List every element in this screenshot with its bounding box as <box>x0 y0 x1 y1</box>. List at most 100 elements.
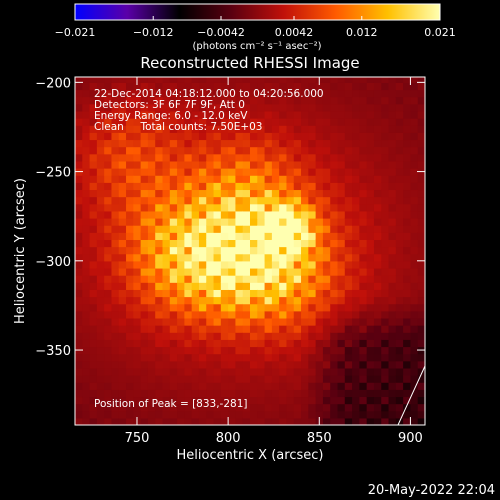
heatmap-cell <box>403 89 412 98</box>
heatmap-cell <box>89 367 98 376</box>
heatmap-cell <box>257 210 266 219</box>
heatmap-cell <box>322 339 331 348</box>
heatmap-cell <box>126 239 134 248</box>
heatmap-cell <box>271 217 280 226</box>
heatmap-cell <box>381 310 390 319</box>
heatmap-cell <box>96 103 105 112</box>
heatmap-cell <box>155 317 164 326</box>
heatmap-cell <box>89 203 98 212</box>
heatmap-cell <box>271 203 280 212</box>
heatmap-cell <box>366 282 375 290</box>
heatmap-cell <box>257 396 266 405</box>
heatmap-cell <box>184 225 193 233</box>
heatmap-cell <box>381 203 390 212</box>
heatmap-cell <box>403 260 412 269</box>
heatmap-cell <box>169 303 178 312</box>
heatmap-cell <box>264 239 273 248</box>
heatmap-cell <box>126 232 134 240</box>
heatmap-cell <box>286 146 295 155</box>
heatmap-cell <box>395 239 404 248</box>
heatmap-cell <box>301 82 309 91</box>
heatmap-cell <box>359 182 368 191</box>
heatmap-cell <box>359 196 368 205</box>
heatmap-cell <box>177 168 185 176</box>
heatmap-cell <box>118 225 127 233</box>
heatmap-cell <box>403 103 412 112</box>
heatmap-cell <box>344 196 353 205</box>
heatmap-cell <box>264 325 273 333</box>
heatmap-cell <box>373 132 382 141</box>
heatmap-cell <box>155 367 164 376</box>
heatmap-cell <box>250 382 258 390</box>
heatmap-cell <box>126 89 134 98</box>
heatmap-cell <box>264 246 273 255</box>
heatmap-cell <box>352 182 360 191</box>
heatmap-cell <box>89 253 98 262</box>
heatmap-cell <box>301 360 309 369</box>
heatmap-cell <box>198 146 207 155</box>
heatmap-cell <box>75 232 83 240</box>
heatmap-cell <box>177 160 185 169</box>
heatmap-cell <box>301 110 309 119</box>
heatmap-cell <box>75 367 83 376</box>
heatmap-cell <box>352 310 360 319</box>
heatmap-cell <box>315 132 324 141</box>
heatmap-cell <box>322 375 331 383</box>
heatmap-cell <box>133 296 142 305</box>
heatmap-cell <box>315 146 324 155</box>
heatmap-cell <box>191 239 200 248</box>
heatmap-cell <box>96 82 105 91</box>
heatmap-cell <box>111 82 120 91</box>
heatmap-cell <box>315 375 324 383</box>
heatmap-cell <box>155 118 164 126</box>
heatmap-cell <box>177 239 185 248</box>
heatmap-cell <box>191 417 200 425</box>
heatmap-cell <box>373 410 382 419</box>
heatmap-cell <box>308 96 317 105</box>
heatmap-cell <box>250 239 258 248</box>
heatmap-cell <box>111 182 120 191</box>
heatmap-cell <box>133 267 142 276</box>
heatmap-cell <box>75 153 83 162</box>
heatmap-cell <box>198 217 207 226</box>
heatmap-cell <box>330 289 339 298</box>
heatmap-cell <box>133 96 142 105</box>
heatmap-cell <box>169 325 178 333</box>
heatmap-cell <box>366 125 375 133</box>
heatmap-cell <box>220 260 229 269</box>
heatmap-cell <box>126 110 134 119</box>
heatmap-cell <box>286 232 295 240</box>
heatmap-cell <box>184 160 193 169</box>
heatmap-cell <box>82 260 91 269</box>
heatmap-cell <box>155 132 164 141</box>
heatmap-cell <box>220 367 229 376</box>
heatmap-cell <box>388 367 397 376</box>
heatmap-cell <box>213 210 222 219</box>
heatmap-cell <box>279 403 288 412</box>
heatmap-cell <box>264 410 273 419</box>
heatmap-cell <box>242 267 251 276</box>
heatmap-cell <box>111 410 120 419</box>
heatmap-cell <box>220 317 229 326</box>
heatmap-cell <box>206 267 215 276</box>
heatmap-cell <box>301 332 309 340</box>
heatmap-cell <box>388 267 397 276</box>
heatmap-cell <box>250 96 258 105</box>
heatmap-cell <box>235 332 244 340</box>
heatmap-cell <box>308 260 317 269</box>
heatmap-cell <box>235 139 244 148</box>
heatmap-cell <box>264 125 273 133</box>
heatmap-cell <box>184 332 193 340</box>
heatmap-cell <box>228 246 237 255</box>
heatmap-cell <box>184 403 193 412</box>
heatmap-cell <box>315 225 324 233</box>
heatmap-cell <box>352 289 360 298</box>
heatmap-cell <box>162 346 171 355</box>
heatmap-cell <box>96 310 105 319</box>
heatmap-cell <box>82 367 91 376</box>
heatmap-cell <box>344 267 353 276</box>
heatmap-cell <box>89 325 98 333</box>
heatmap-cell <box>126 96 134 105</box>
heatmap-cell <box>147 182 156 191</box>
heatmap-cell <box>177 77 185 83</box>
